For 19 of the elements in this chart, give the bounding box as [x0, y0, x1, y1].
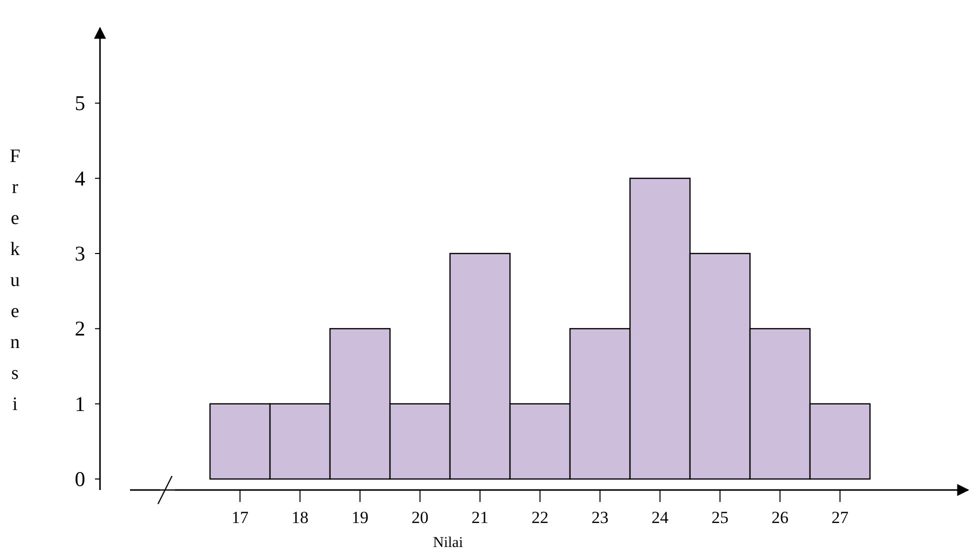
x-tick-label: 17 — [232, 508, 249, 527]
x-tick-label: 19 — [352, 508, 368, 527]
y-tick-label: 1 — [74, 392, 86, 416]
x-axis-title: Nilai — [433, 535, 463, 551]
y-tick-label: 3 — [74, 242, 86, 266]
x-tick-label: 27 — [832, 508, 849, 527]
y-tick-label: 4 — [74, 166, 86, 190]
x-tick-label: 20 — [412, 508, 428, 527]
text: Frekuensi — [10, 146, 20, 415]
y-tick-label: 0 — [74, 467, 86, 491]
x-tick-label: 26 — [772, 508, 788, 527]
x-tick-label: 23 — [592, 508, 608, 527]
x-tick-label: 24 — [652, 508, 669, 527]
y-tick-label: 2 — [74, 316, 86, 341]
x-tick-label: 21 — [472, 508, 488, 527]
x-tick-label: 22 — [532, 508, 548, 527]
x-tick-label: 25 — [712, 508, 728, 527]
y-tick-label: 5 — [74, 91, 86, 116]
x-tick-label: 18 — [292, 508, 308, 527]
